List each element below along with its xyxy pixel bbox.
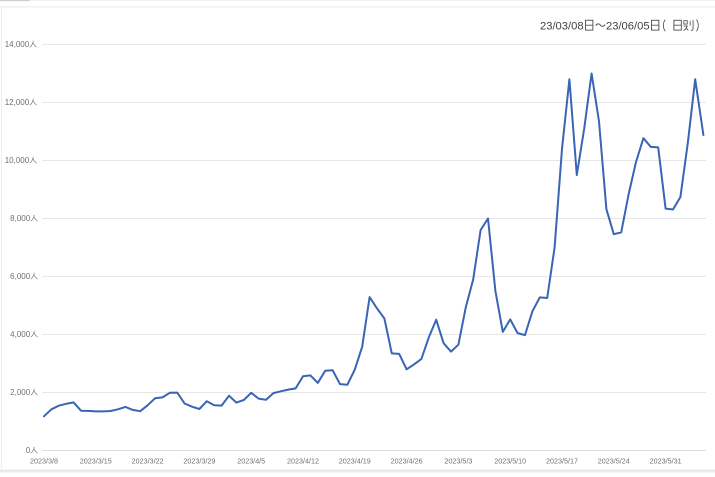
svg-text:2023/3/8: 2023/3/8: [30, 456, 58, 465]
svg-text:10,000: 10,000: [5, 156, 30, 165]
svg-text:2023/3/22: 2023/3/22: [132, 456, 164, 465]
svg-text:14,000: 14,000: [5, 40, 30, 49]
svg-text:0: 0: [26, 446, 31, 455]
svg-text:2023/5/31: 2023/5/31: [650, 456, 682, 465]
svg-text:2023/4/12: 2023/4/12: [287, 456, 319, 465]
svg-text:2023/4/5: 2023/4/5: [237, 456, 265, 465]
svg-text:2023/3/15: 2023/3/15: [80, 456, 112, 465]
svg-text:8,000: 8,000: [10, 214, 31, 223]
svg-text:4,000: 4,000: [10, 330, 31, 339]
svg-text:12,000: 12,000: [5, 98, 30, 107]
svg-text:6,000: 6,000: [10, 272, 31, 281]
svg-text:2023/4/26: 2023/4/26: [391, 456, 423, 465]
svg-text:23/06/05: 23/06/05: [606, 21, 650, 33]
svg-text:2023/4/19: 2023/4/19: [339, 456, 371, 465]
svg-text:2,000: 2,000: [10, 388, 31, 397]
svg-text:2023/5/3: 2023/5/3: [444, 456, 472, 465]
svg-text:23/03/08: 23/03/08: [540, 21, 584, 33]
svg-text:2023/3/29: 2023/3/29: [183, 456, 215, 465]
svg-text:2023/5/24: 2023/5/24: [598, 456, 630, 465]
svg-text:2023/5/10: 2023/5/10: [494, 456, 526, 465]
svg-text:2023/5/17: 2023/5/17: [546, 456, 578, 465]
